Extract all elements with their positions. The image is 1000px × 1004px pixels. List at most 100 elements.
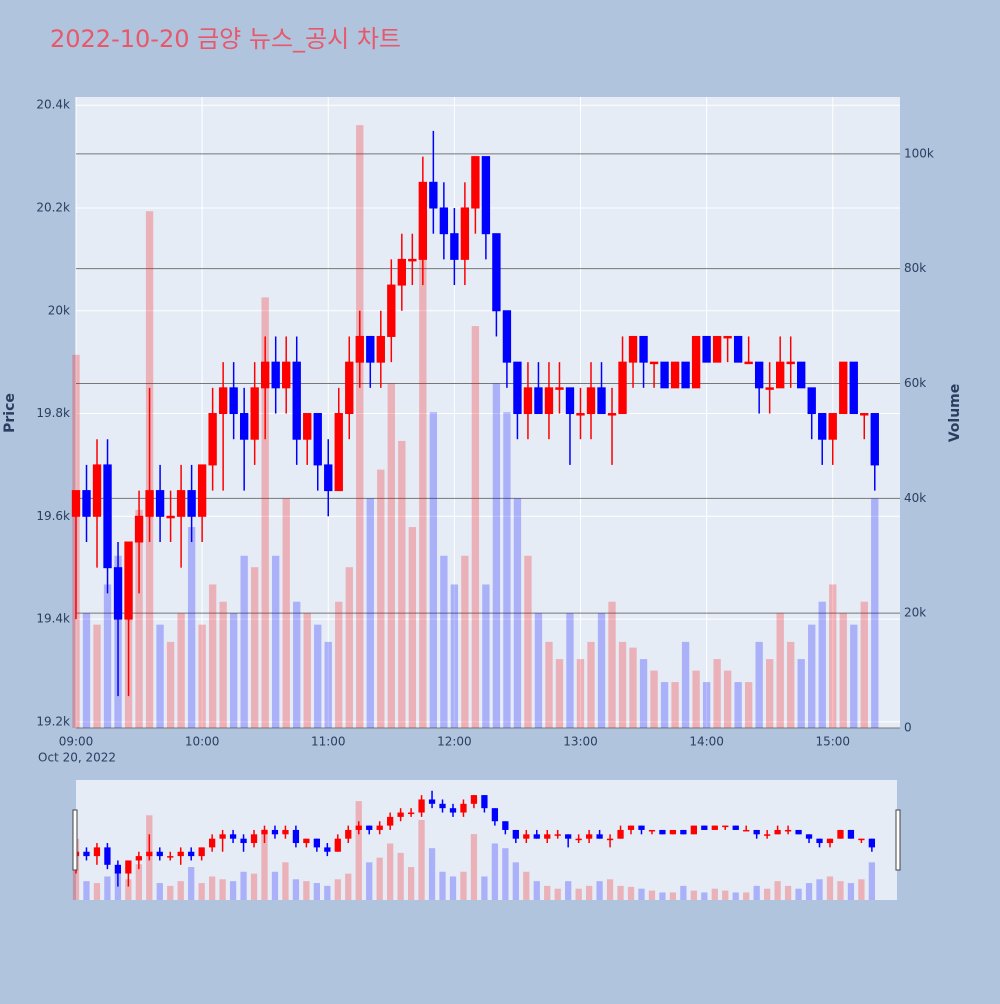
mini-volume-bar	[428, 848, 436, 900]
range-handle[interactable]	[72, 809, 78, 871]
mini-volume-bar	[208, 876, 216, 900]
volume-bar	[324, 641, 332, 728]
candle-body	[628, 335, 638, 363]
volume-bar	[293, 601, 301, 728]
mini-volume-bar	[774, 881, 781, 900]
candle-body	[544, 387, 554, 415]
candle-body	[565, 387, 575, 415]
mini-volume-bar	[764, 888, 771, 900]
y2-tick-label: 80k	[904, 261, 926, 275]
volume-bar	[103, 584, 112, 728]
volume-bar	[419, 239, 427, 728]
mini-volume-bar	[177, 881, 184, 900]
mini-candle-body	[219, 834, 226, 839]
volume-bar	[187, 527, 196, 728]
mini-candle-body	[512, 829, 519, 839]
candle-body	[82, 490, 91, 517]
candle-body	[870, 413, 879, 466]
mini-candle-body	[418, 799, 425, 813]
mini-volume-bar	[795, 888, 802, 900]
candle-body	[155, 490, 165, 517]
volume-bar	[629, 647, 637, 728]
y-tick-label: 19.6k	[36, 509, 70, 523]
mini-candle-body	[439, 803, 446, 809]
mini-volume-bar	[554, 888, 561, 900]
volume-bar	[787, 641, 795, 728]
volume-bar	[829, 584, 837, 728]
volume-bar	[250, 567, 259, 728]
mini-candle-body	[732, 825, 739, 830]
mini-volume-bar	[544, 885, 551, 900]
mini-candle-body	[188, 851, 195, 857]
candle-body	[691, 335, 701, 389]
mini-volume-bar	[407, 867, 415, 900]
candle-body	[828, 413, 837, 440]
candle-body	[597, 387, 606, 415]
candle-body	[303, 413, 312, 440]
volume-bar	[240, 555, 248, 728]
mini-volume-bar	[156, 883, 163, 900]
candle-body	[576, 413, 585, 416]
volume-bar	[734, 682, 742, 728]
mini-candle-body	[795, 829, 802, 835]
mini-volume-bar	[627, 886, 635, 900]
volume-bar	[839, 613, 847, 728]
mini-candle-body	[303, 838, 310, 844]
volume-bar	[660, 682, 669, 728]
y-tick-label: 19.8k	[36, 406, 70, 420]
volume-bar	[282, 498, 290, 728]
mini-volume-bar	[334, 879, 341, 900]
volume-bar	[765, 659, 774, 728]
mini-volume-bar	[188, 867, 195, 900]
mini-volume-bar	[858, 879, 865, 900]
mini-volume-bar	[83, 881, 90, 900]
volume-bar	[387, 383, 395, 728]
candle-body	[450, 233, 459, 260]
mini-volume-bar	[847, 883, 855, 900]
mini-candle-body	[711, 825, 718, 830]
mini-volume-bar	[638, 888, 645, 900]
candle-body	[313, 413, 322, 466]
mini-volume-bar	[282, 862, 289, 900]
volume-bar	[303, 613, 311, 728]
mini-volume-bar	[680, 885, 687, 900]
volume-bar	[408, 527, 417, 728]
candle-body	[71, 490, 81, 517]
mini-candle-body	[366, 825, 373, 830]
y2-tick-label: 40k	[904, 491, 926, 505]
range-handle[interactable]	[895, 809, 901, 871]
mini-volume-bar	[104, 876, 111, 900]
volume-bar	[82, 613, 91, 728]
candle-body	[261, 361, 270, 389]
candle-body	[345, 361, 354, 415]
mini-volume-bar	[397, 852, 404, 900]
mini-candle-body	[355, 825, 362, 830]
volume-bar	[177, 613, 185, 728]
volume-bar	[587, 641, 595, 728]
mini-volume-bar	[533, 881, 540, 900]
mini-volume-bar	[669, 892, 677, 900]
mini-candle-body	[617, 829, 624, 839]
candle-body	[103, 464, 112, 569]
volume-bar	[219, 601, 227, 728]
mini-volume-bar	[837, 881, 844, 900]
mini-candle-body	[324, 847, 331, 852]
y-tick-label: 20.4k	[36, 98, 70, 112]
mini-volume-bar	[711, 888, 718, 900]
volume-bar	[545, 641, 553, 728]
candle-body	[639, 335, 648, 363]
candle-body	[555, 387, 564, 390]
mini-volume-bar	[292, 879, 300, 900]
candle-body	[218, 387, 228, 415]
candle-body	[744, 361, 753, 365]
mini-volume-bar	[313, 883, 320, 900]
volume-bar	[335, 601, 343, 728]
mini-candle-body	[701, 825, 708, 830]
x-tick-label: 09:00	[59, 735, 94, 749]
x-tick-label: 14:00	[689, 735, 724, 749]
volume-bar	[776, 613, 784, 728]
volume-bar	[692, 670, 700, 728]
mini-candle-body	[690, 825, 697, 835]
volume-bar	[208, 584, 217, 728]
candle-body	[839, 361, 848, 415]
